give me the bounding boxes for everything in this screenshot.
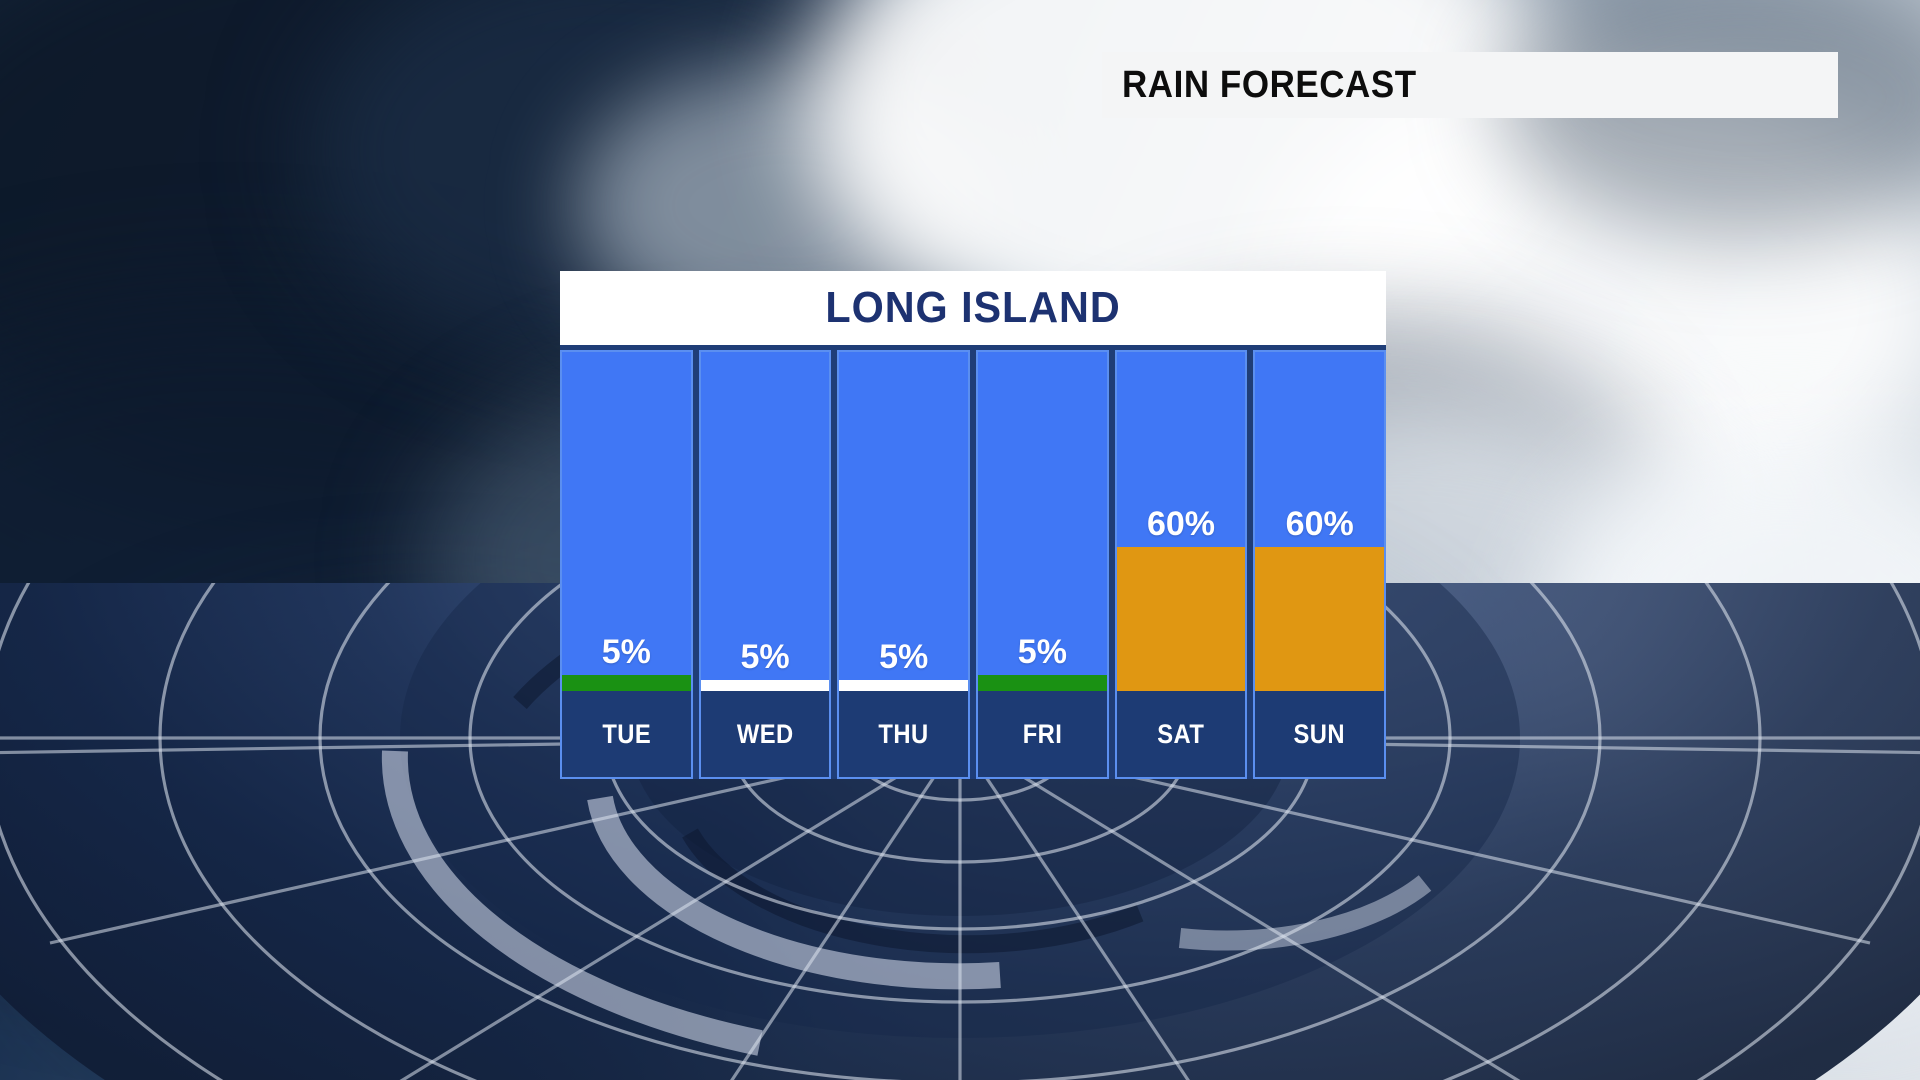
panel-header: LONG ISLAND bbox=[560, 271, 1386, 345]
forecast-column-thu[interactable]: 5% THU bbox=[837, 350, 971, 779]
rain-chance-value: 60% bbox=[1285, 505, 1354, 543]
city-title: LONG ISLAND bbox=[825, 283, 1121, 332]
day-label: FRI bbox=[978, 691, 1107, 777]
rain-chance-value: 5% bbox=[879, 638, 929, 676]
rain-chance-bar bbox=[1116, 547, 1246, 691]
page-title: RAIN FORECAST bbox=[1122, 63, 1417, 106]
rain-chance-bar bbox=[978, 675, 1107, 691]
day-label-text: WED bbox=[736, 718, 794, 749]
day-label: TUE bbox=[562, 691, 691, 777]
forecast-panel: LONG ISLAND 5% TUE 5% WED 5% THU 5% FRI 60% SAT 60… bbox=[560, 271, 1387, 779]
rain-chance-value: 5% bbox=[1017, 633, 1067, 671]
rain-chance-value: 5% bbox=[740, 638, 790, 676]
forecast-column-sat[interactable]: 60% SAT bbox=[1114, 350, 1248, 779]
rain-chance-bar bbox=[1255, 547, 1385, 691]
rain-chance-value: 5% bbox=[601, 633, 651, 671]
day-label: SUN bbox=[1255, 691, 1385, 777]
day-label-text: FRI bbox=[1022, 718, 1063, 749]
rain-chance-bar bbox=[700, 680, 830, 691]
day-label: THU bbox=[839, 691, 969, 777]
forecast-column-tue[interactable]: 5% TUE bbox=[560, 350, 693, 779]
forecast-column-wed[interactable]: 5% WED bbox=[698, 350, 832, 779]
day-label-text: TUE bbox=[601, 718, 651, 749]
forecast-column-sun[interactable]: 60% SUN bbox=[1253, 350, 1387, 779]
day-label: SAT bbox=[1116, 691, 1246, 777]
day-label-text: THU bbox=[878, 718, 929, 749]
day-label-text: SUN bbox=[1293, 718, 1346, 749]
rain-forecast-banner: RAIN FORECAST bbox=[1102, 52, 1838, 118]
forecast-column-fri[interactable]: 5% FRI bbox=[976, 350, 1109, 779]
forecast-columns: 5% TUE 5% WED 5% THU 5% FRI 60% SAT 60% SUN bbox=[560, 350, 1387, 779]
rain-chance-bar bbox=[839, 680, 969, 691]
day-label: WED bbox=[700, 691, 830, 777]
rain-chance-value: 60% bbox=[1146, 505, 1216, 543]
day-label-text: SAT bbox=[1157, 718, 1205, 749]
rain-chance-bar bbox=[562, 675, 691, 691]
